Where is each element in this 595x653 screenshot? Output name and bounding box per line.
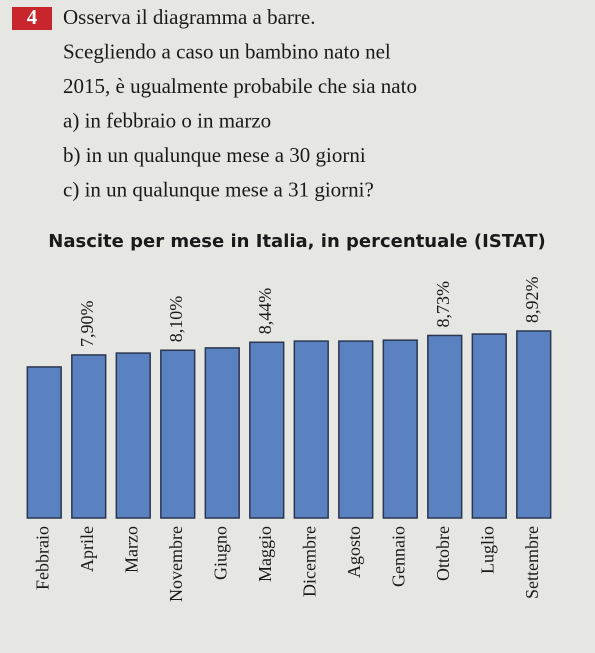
x-tick-label: Marzo: [121, 526, 141, 573]
bar: [516, 330, 552, 519]
bar: [204, 347, 240, 519]
x-tick-label: Agosto: [344, 526, 364, 578]
x-tick-label: Luglio: [477, 526, 497, 574]
bar: [160, 349, 196, 519]
exercise-line: b) in un qualunque mese a 30 giorni: [63, 143, 366, 167]
bar: [471, 333, 507, 519]
x-tick-label: Maggio: [255, 526, 275, 582]
bar: [115, 352, 151, 519]
exercise-number: 4: [27, 5, 38, 29]
bar: [249, 341, 285, 519]
x-tick-label: Ottobre: [433, 526, 453, 581]
bar: [71, 354, 107, 519]
bar: [427, 334, 463, 519]
value-label: 8,44%: [255, 288, 275, 335]
x-tick-label: Gennaio: [388, 526, 408, 587]
chart-title: Nascite per mese in Italia, in percentua…: [48, 231, 545, 252]
exercise-line: a) in febbraio o in marzo: [63, 108, 271, 132]
x-tick-label: Dicembre: [299, 526, 319, 597]
value-label: 8,73%: [433, 281, 453, 328]
x-tick-label: Febbraio: [32, 526, 52, 590]
exercise-number-box: [12, 7, 52, 30]
value-label: 7,90%: [77, 300, 97, 347]
x-tick-label: Novembre: [166, 526, 186, 602]
value-label: 8,10%: [166, 296, 186, 343]
exercise-line: c) in un qualunque mese a 31 giorni?: [63, 177, 374, 201]
x-tick-label: Giugno: [210, 526, 230, 580]
bar: [293, 340, 329, 519]
x-tick-label: Aprile: [77, 526, 97, 572]
value-label: 8,92%: [522, 276, 542, 323]
bar: [382, 339, 418, 519]
bar: [338, 340, 374, 519]
x-tick-label: Settembre: [522, 526, 542, 599]
exercise-line: Osserva il diagramma a barre.: [63, 5, 315, 29]
exercise-line: Scegliendo a caso un bambino nato nel: [63, 39, 391, 63]
exercise-line: 2015, è ugualmente probabile che sia nat…: [63, 74, 417, 98]
bar: [26, 366, 62, 519]
